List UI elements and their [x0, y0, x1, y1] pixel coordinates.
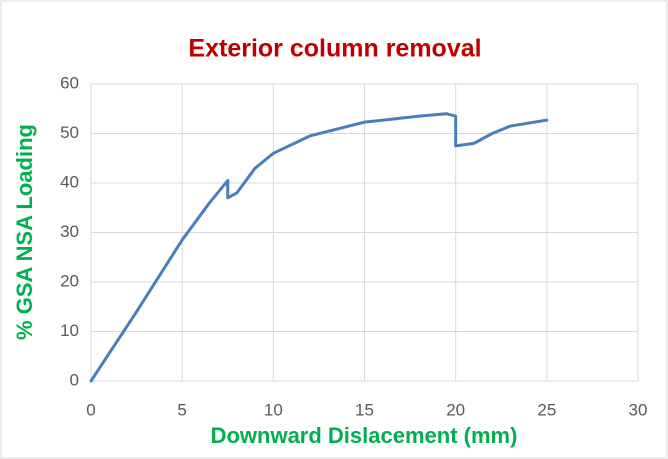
x-tick-label: 20: [446, 400, 465, 419]
x-tick-label: 0: [86, 400, 95, 419]
x-tick-label: 25: [537, 400, 556, 419]
x-tick-label: 10: [264, 400, 283, 419]
chart-title: Exterior column removal: [188, 35, 481, 63]
x-tick-label: 30: [629, 400, 648, 419]
y-tick-label: 30: [60, 222, 79, 241]
y-tick-label: 20: [60, 271, 79, 290]
data-line: [89, 112, 549, 383]
x-tick-label: 5: [177, 400, 186, 419]
y-tick-label: 40: [60, 172, 79, 191]
x-tick-label: 15: [355, 400, 374, 419]
y-tick-label: 10: [60, 321, 79, 340]
y-tick-label: 50: [60, 123, 79, 142]
y-tick-label: 60: [60, 73, 79, 92]
y-axis-label: % GSA NSA Loading: [12, 124, 37, 340]
y-tick-label: 0: [70, 370, 79, 389]
x-axis-label: Downward Dislacement (mm): [211, 423, 518, 448]
